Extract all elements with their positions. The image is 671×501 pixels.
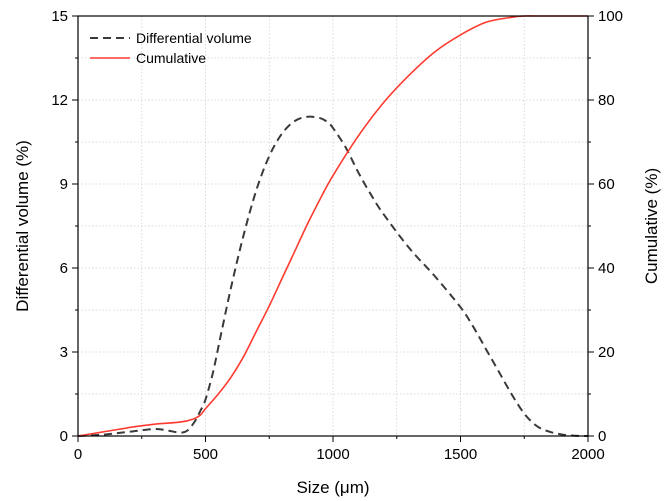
y-left-tick-label: 12 — [51, 92, 68, 109]
series-differential-volume-line — [77, 115, 589, 437]
x-tick-label: 1500 — [444, 446, 477, 463]
y-right-tick-label: 40 — [598, 260, 615, 277]
grid — [77, 15, 589, 437]
legend-label-differential-volume: Differential volume — [136, 30, 252, 46]
y-right-tick-label: 100 — [598, 8, 623, 25]
y-right-tick-label: 60 — [598, 176, 615, 193]
legend: Differential volume Cumulative — [90, 30, 252, 66]
series-layer — [77, 15, 589, 437]
y-left-tick-label: 6 — [60, 260, 68, 277]
y-right-tick-label: 20 — [598, 344, 615, 361]
x-tick-label: 2000 — [571, 446, 604, 463]
y-left-tick-label: 15 — [51, 8, 68, 25]
x-tick-label: 1000 — [316, 446, 349, 463]
y-left-tick-label: 3 — [60, 344, 68, 361]
legend-label-cumulative: Cumulative — [136, 50, 206, 66]
x-tick-label: 0 — [74, 446, 82, 463]
x-axis-title: Size (μm) — [296, 478, 369, 497]
series-cumulative-line — [77, 15, 588, 437]
y-left-tick-label: 9 — [60, 176, 68, 193]
y-left-tick-label: 0 — [60, 428, 68, 445]
y-left-axis-title: Differential volume (%) — [13, 140, 32, 312]
y-right-tick-label: 80 — [598, 92, 615, 109]
y-right-axis-title: Cumulative (%) — [642, 168, 661, 284]
x-tick-label: 500 — [193, 446, 218, 463]
y-right-tick-label: 0 — [598, 428, 606, 445]
